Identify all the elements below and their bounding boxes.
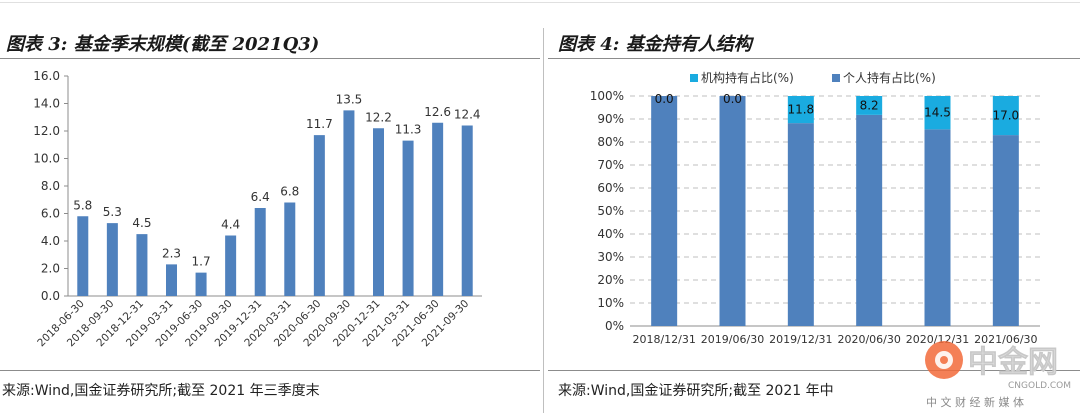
bar-2018-12-31: [136, 234, 148, 296]
data-label: 8.2: [860, 98, 879, 112]
data-label: 6.8: [280, 185, 299, 199]
y-tick-label: 40%: [597, 227, 624, 241]
bar-2021-06-30: [432, 122, 444, 296]
bar-individual-2021/06/30: [992, 135, 1019, 326]
legend-label: 机构持有占比(%): [701, 70, 794, 85]
right-panel: 图表 4: 基金持有人结构 0% 10% 20% 30% 40% 50% 60% 70% 80%…: [548, 0, 1080, 413]
title-rule: [0, 58, 540, 59]
y-tick-label: 10%: [597, 296, 624, 310]
bar-2019-12-31: [254, 208, 266, 296]
bar-2019-03-31: [166, 264, 177, 296]
chart4-title: 图表 4: 基金持有人结构: [558, 34, 752, 55]
data-label: 4.5: [132, 216, 151, 230]
data-label: 12.2: [365, 110, 392, 124]
data-label: 6.4: [251, 190, 270, 204]
watermark-tagline: 中 文 财 经 新 媒 体: [926, 395, 1024, 409]
watermark-brand: 中金网: [968, 345, 1058, 380]
source-rule: [0, 370, 540, 371]
watermark-domain: CNGOLD.COM: [1008, 381, 1071, 391]
y-tick-label: 50%: [597, 204, 624, 218]
data-label: 11.3: [395, 123, 422, 137]
y-tick-label: 100%: [590, 89, 624, 103]
data-label: 5.8: [73, 198, 92, 212]
chart3-title: 图表 3: 基金季末规模(截至 2021Q3): [6, 34, 320, 55]
bar-2019-09-30: [225, 235, 237, 296]
bar-institution-2021/06/30: [992, 96, 1019, 136]
left-panel: 图表 3: 基金季末规模(截至 2021Q3) 0.0 2.0 4.0 6.0 8.0 1…: [0, 34, 540, 399]
bar-institution-2020/12/31: [924, 96, 951, 130]
fund-size-chart: 0.02.04.06.08.010.012.014.016.05.82018-0…: [33, 69, 482, 349]
y-tick-label: 70%: [597, 158, 624, 172]
chart3-source: 来源:Wind,国金证券研究所;截至 2021 年三季度末: [2, 383, 320, 399]
bar-2020-06-30: [313, 135, 325, 296]
panel-divider: [543, 28, 544, 413]
y-tick-label: 4.0: [41, 234, 60, 248]
data-label: 12.6: [424, 105, 451, 119]
data-label: 0.0: [723, 92, 742, 106]
legend-swatch: [832, 74, 840, 82]
holder-structure-chart: 0% 10% 20% 30% 40% 50% 60% 70% 80% 90% 100% 机构持有占比(…: [590, 70, 1040, 346]
y-tick-label: 20%: [597, 273, 624, 287]
data-label: 13.5: [336, 92, 363, 106]
y-tick-label: 30%: [597, 250, 624, 264]
bar-institution-2020/06/30: [856, 96, 883, 115]
cngold-watermark: 中金网 CNGOLD.COM 中 文 财 经 新 媒 体: [925, 341, 1071, 409]
y-tick-label: 12.0: [33, 124, 60, 138]
top-divider: [0, 2, 1080, 3]
y-tick-label: 14.0: [33, 97, 60, 111]
y-tick-label: 10.0: [33, 152, 60, 166]
data-label: 17.0: [992, 109, 1019, 123]
data-label: 11.8: [787, 103, 814, 117]
bar-individual-2019/12/31: [787, 123, 814, 326]
bar-individual-2018/12/31: [651, 96, 678, 326]
bar-2018-06-30: [77, 216, 89, 296]
source-rule: [548, 370, 1080, 371]
bar-2020-09-30: [343, 110, 355, 296]
bar-2020-12-31: [373, 128, 384, 296]
data-label: 12.4: [454, 108, 481, 122]
y-tick-label: 2.0: [41, 262, 60, 276]
bar-2021-09-30: [461, 125, 473, 296]
legend-swatch: [690, 74, 698, 82]
bar-2020-03-31: [284, 202, 296, 296]
bar-individual-2020/12/31: [924, 129, 951, 326]
data-label: 2.3: [162, 246, 181, 260]
data-label: 11.7: [306, 117, 333, 131]
legend-label: 个人持有占比(%): [843, 70, 936, 85]
y-tick-label: 0%: [605, 319, 624, 333]
x-tick-label: 2020/12/31: [906, 333, 969, 346]
y-tick-label: 80%: [597, 135, 624, 149]
x-tick-label: 2019/06/30: [701, 333, 764, 346]
y-tick-label: 60%: [597, 181, 624, 195]
bar-individual-2020/06/30: [856, 114, 883, 326]
y-tick-label: 16.0: [33, 69, 60, 83]
x-tick-label: 2021/06/30: [974, 333, 1037, 346]
data-label: 1.7: [192, 255, 211, 269]
bar-individual-2019/06/30: [719, 96, 746, 326]
bar-2021-03-31: [402, 140, 414, 296]
chart4-source: 来源:Wind,国金证券研究所;截至 2021 年中: [558, 383, 834, 399]
y-tick-label: 90%: [597, 112, 624, 126]
x-tick-label: 2020/06/30: [837, 333, 900, 346]
data-label: 5.3: [103, 205, 122, 219]
y-tick-label: 6.0: [41, 207, 60, 221]
y-tick-label: 0.0: [41, 289, 60, 303]
title-rule: [548, 58, 1080, 59]
bar-2019-06-30: [195, 272, 207, 296]
data-label: 0.0: [655, 92, 674, 106]
x-tick-label: 2019/12/31: [769, 333, 832, 346]
y-tick-label: 8.0: [41, 179, 60, 193]
x-tick-label: 2018/12/31: [632, 333, 695, 346]
bar-institution-2019/12/31: [787, 96, 814, 124]
data-label: 4.4: [221, 218, 240, 232]
data-label: 14.5: [924, 106, 951, 120]
bar-2018-09-30: [106, 223, 118, 296]
